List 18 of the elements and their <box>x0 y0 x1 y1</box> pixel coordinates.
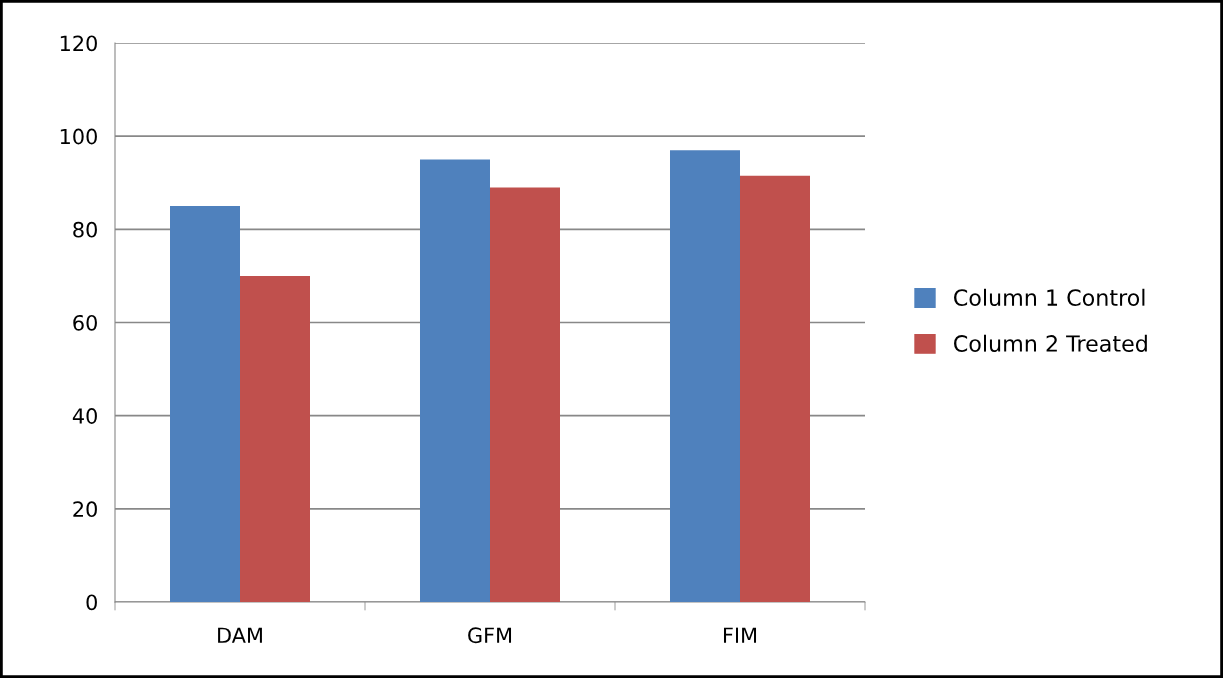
legend-label: Column 2 Treated <box>954 334 1147 352</box>
y-tick-label: 100 <box>60 128 97 145</box>
x-tick-label: DAM <box>218 627 262 643</box>
y-tick-label: 0 <box>86 594 97 611</box>
y-tick-label: 20 <box>73 501 97 518</box>
bar <box>240 275 310 602</box>
y-tick-label: 40 <box>72 408 97 424</box>
x-tick-label: FIM <box>723 627 757 643</box>
x-tick-label: GFM <box>468 627 512 644</box>
bar <box>740 175 810 602</box>
bar <box>670 150 740 602</box>
y-tick-label: 80 <box>73 221 97 238</box>
bar <box>170 206 240 602</box>
bar <box>490 187 560 602</box>
y-tick-label: 120 <box>60 35 97 52</box>
y-tick-label: 60 <box>73 314 97 331</box>
bar <box>420 159 490 602</box>
legend-label: Column 1 Control <box>954 288 1145 306</box>
